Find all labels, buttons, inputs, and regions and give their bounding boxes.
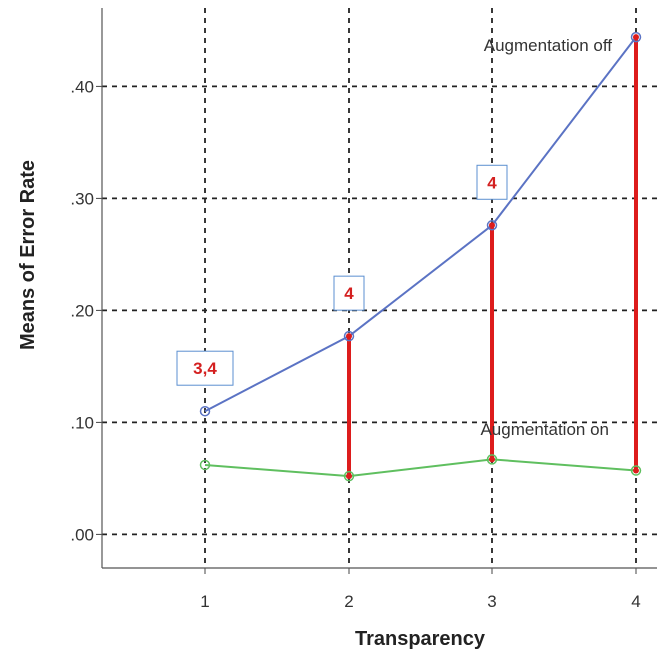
labels: .00 .10 .20 .30 .40 1 2 3 4 Augmentation off Augme… — [17, 36, 641, 650]
data-point — [199, 459, 211, 471]
annotation-label: 3,4 — [193, 359, 217, 378]
series-lines — [204, 36, 637, 478]
data-point — [486, 220, 498, 231]
annotation-label: 4 — [344, 284, 354, 303]
annotation-box — [176, 350, 234, 386]
x-tick-label: 1 — [200, 592, 209, 611]
bar-end-dot — [489, 222, 495, 229]
bar-end-dot — [346, 473, 352, 480]
data-point — [199, 405, 211, 417]
x-tick-label: 4 — [631, 592, 640, 611]
y-tick-label: .20 — [70, 301, 94, 320]
y-tick-label: .10 — [70, 413, 94, 432]
x-tick-label: 3 — [487, 592, 496, 611]
y-axis-title: Means of Error Rate — [17, 160, 39, 350]
bar-end-dot — [489, 456, 495, 463]
data-point — [343, 470, 355, 482]
difference-bars — [347, 37, 638, 477]
data-point — [630, 465, 642, 476]
annotation-box — [333, 275, 365, 311]
axes — [96, 8, 657, 574]
series-label-augmentation-off: Augmentation off — [484, 36, 612, 55]
y-tick-label: .40 — [70, 77, 94, 96]
bar-end-dot — [633, 467, 639, 474]
series-markers — [199, 31, 642, 482]
data-point — [486, 454, 498, 465]
grid — [102, 8, 657, 568]
series-line-augmentation-off — [204, 36, 637, 413]
y-tick-label: .00 — [70, 525, 94, 544]
data-point — [630, 31, 642, 43]
annotation-label: 4 — [487, 173, 497, 192]
series-line-augmentation-on — [204, 458, 637, 478]
x-axis-title: Transparency — [355, 628, 486, 650]
annotation-box — [476, 164, 508, 200]
series-label-augmentation-on: Augmentation on — [480, 420, 609, 439]
y-tick-label: .30 — [70, 189, 94, 208]
bar-end-dot — [346, 333, 352, 340]
x-tick-label: 2 — [344, 592, 353, 611]
data-point — [343, 330, 355, 342]
bar-end-dot — [633, 34, 639, 41]
